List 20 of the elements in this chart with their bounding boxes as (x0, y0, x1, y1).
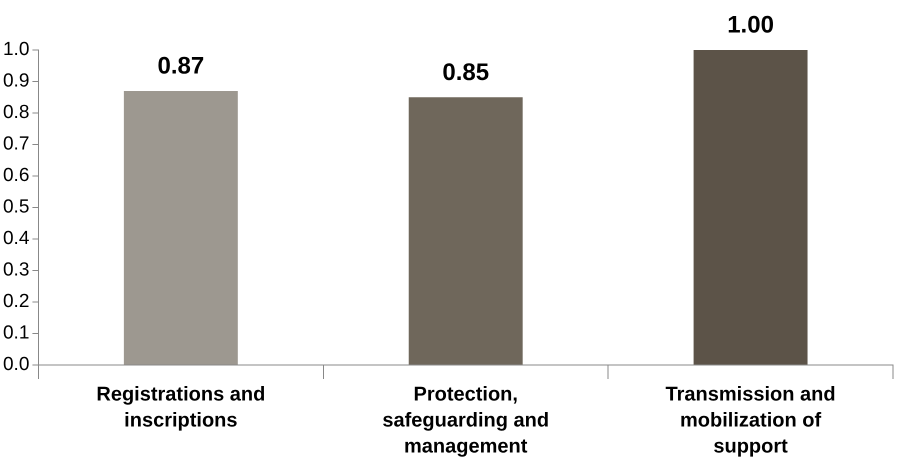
data-label: 0.85 (442, 58, 490, 86)
y-tick-label: 0.7 (2, 134, 30, 155)
y-tick-label: 0.2 (2, 291, 30, 312)
y-tick-label: 0.4 (2, 228, 30, 250)
y-tick-label: 0.6 (2, 165, 30, 186)
y-tick-label: 0.3 (2, 260, 30, 281)
bar (124, 90, 238, 364)
y-tick-label: 0.0 (2, 354, 30, 376)
y-tick-label: 1.0 (2, 39, 30, 60)
x-tick-label: Registrations and inscriptions (96, 384, 266, 432)
y-tick-label: 0.9 (2, 70, 30, 92)
bar (408, 97, 523, 364)
y-tick-label: 0.8 (2, 102, 30, 124)
y-tick-label: 0.1 (2, 322, 30, 344)
data-label: 1.00 (727, 12, 774, 39)
x-tick-label: Protection, safeguarding and management (382, 384, 550, 458)
bar (694, 50, 808, 364)
data-label: 0.87 (157, 52, 204, 80)
y-tick-label: 0.5 (2, 196, 30, 218)
x-tick-label: Transmission and mobilization of support (666, 384, 836, 458)
